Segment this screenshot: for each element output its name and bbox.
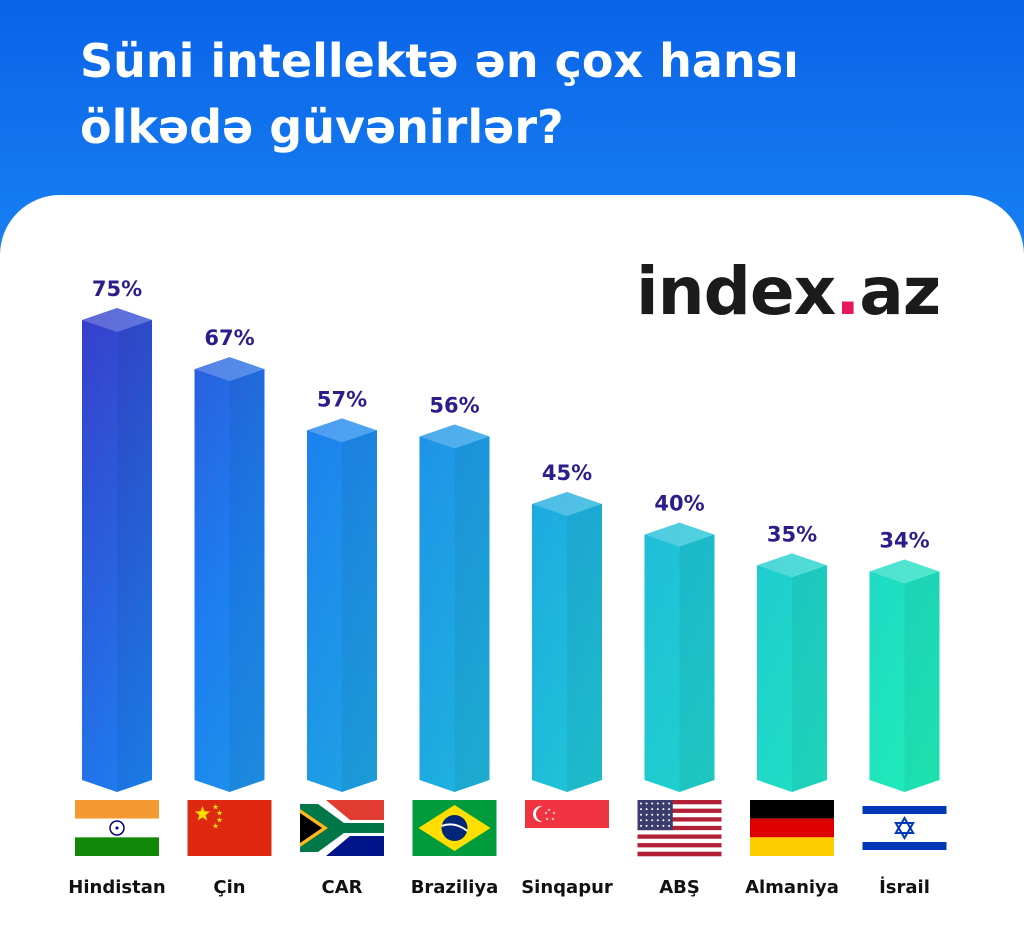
value-labels-group: 75% 67% 57% 56% 45% 40% 35% 34% <box>92 277 930 552</box>
bar-cap <box>307 418 377 443</box>
bar-5 <box>532 492 602 792</box>
category-label: ABŞ <box>659 877 700 898</box>
bar-body <box>757 553 827 792</box>
category-label: Braziliya <box>411 877 499 898</box>
bar-cap <box>869 559 940 584</box>
bar-body <box>194 357 265 792</box>
bar-side <box>454 436 490 792</box>
bar-side <box>229 369 265 792</box>
value-label: 57% <box>317 387 367 411</box>
bar-body <box>644 522 715 792</box>
flag-israel-icon <box>862 800 947 856</box>
bar-2 <box>194 357 265 792</box>
flag-germany-icon <box>750 800 834 856</box>
bar-side <box>567 504 602 792</box>
flag-china-icon <box>187 800 272 856</box>
bar-side <box>679 534 715 792</box>
value-label: 35% <box>767 522 817 546</box>
value-label: 40% <box>654 492 704 516</box>
bar-1 <box>82 308 152 792</box>
value-label: 34% <box>879 528 929 552</box>
chart-title: Süni intellektə ən çox hansı ölkədə güvə… <box>80 34 799 154</box>
bar-body <box>307 418 377 792</box>
category-label: Almaniya <box>745 877 839 898</box>
bars-group <box>82 308 940 792</box>
value-label: 75% <box>92 277 142 301</box>
bar-cap <box>644 522 715 547</box>
flag-singapore-icon <box>525 800 609 856</box>
bar-cap <box>419 424 490 449</box>
bar-8 <box>869 559 940 792</box>
bar-side <box>342 430 377 792</box>
logo-text-index: index <box>636 253 836 330</box>
bar-side <box>792 565 827 792</box>
bar-cap <box>532 492 602 516</box>
bar-4 <box>419 424 490 792</box>
flags-group <box>75 800 947 857</box>
bar-cap <box>194 357 265 382</box>
category-label: Sinqapur <box>521 877 613 898</box>
bar-body <box>532 492 602 792</box>
brand-logo: index.az <box>636 252 941 332</box>
bar-cap <box>82 308 152 332</box>
value-label: 45% <box>542 461 592 485</box>
bar-body <box>82 308 152 792</box>
value-label: 56% <box>429 394 479 418</box>
flag-south-africa-icon <box>300 800 384 856</box>
category-label: CAR <box>321 877 362 898</box>
category-labels-group: Hindistan Çin CAR Braziliya Sinqapur ABŞ Alman… <box>68 876 930 898</box>
bar-7 <box>757 553 827 792</box>
category-label: İsrail <box>879 876 930 898</box>
flag-india-icon <box>75 800 159 856</box>
flag-brazil-icon <box>412 800 497 856</box>
flag-usa-icon <box>637 800 722 857</box>
bar-side <box>117 320 152 792</box>
bar-3 <box>307 418 377 792</box>
category-label: Hindistan <box>68 877 165 898</box>
bar-body <box>419 424 490 792</box>
logo-dot: . <box>835 253 860 330</box>
chart-panel <box>0 195 1024 938</box>
bar-body <box>869 559 940 792</box>
category-label: Çin <box>213 877 245 898</box>
logo-text-az: az <box>859 253 941 330</box>
bar-cap <box>757 553 827 578</box>
bar-side <box>904 571 940 792</box>
bar-6 <box>644 522 715 792</box>
value-label: 67% <box>204 326 254 350</box>
